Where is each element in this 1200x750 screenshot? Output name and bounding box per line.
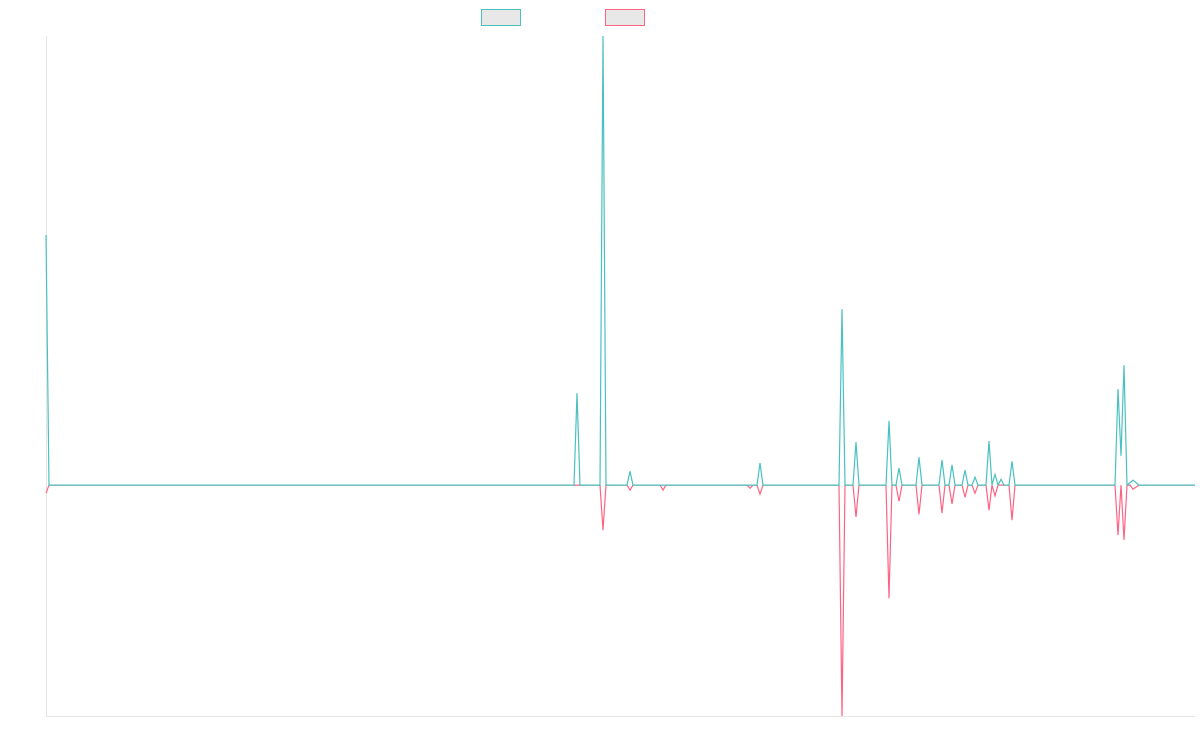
legend-swatch[interactable] bbox=[481, 9, 521, 26]
series-line bbox=[45, 35, 1195, 487]
series-line bbox=[45, 484, 1195, 717]
legend-swatch[interactable] bbox=[605, 9, 645, 26]
